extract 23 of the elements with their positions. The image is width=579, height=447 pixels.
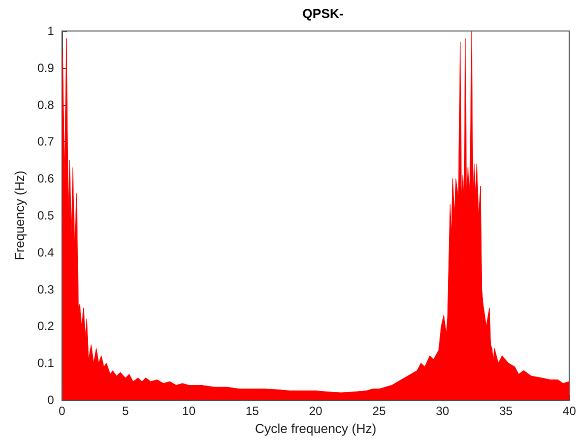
y-tick-label: 0 [47, 393, 54, 407]
y-tick-label: 1 [47, 24, 54, 38]
y-tick-label: 0.2 [37, 319, 54, 334]
x-tick-label: 5 [122, 404, 130, 418]
x-tick-label: 20 [308, 404, 323, 418]
x-tick-label: 10 [182, 404, 196, 418]
x-tick-label: 35 [499, 404, 513, 418]
x-tick-label: 30 [436, 404, 450, 418]
y-tick-label: 0.7 [37, 134, 54, 149]
chart-title: QPSK- [302, 6, 344, 21]
y-tick-label: 0.6 [37, 172, 54, 186]
y-tick-label: 0.5 [37, 208, 54, 222]
y-tick-label: 0.1 [37, 356, 54, 370]
x-axis-title: Cycle frequency (Hz) [254, 421, 376, 436]
y-tick-label: 0.9 [37, 60, 54, 75]
x-tick-label: 40 [562, 404, 576, 418]
y-axis-title: Frequency (Hz) [12, 170, 27, 260]
x-tick-label: 15 [246, 404, 260, 418]
x-tick-label: 25 [372, 404, 386, 418]
y-tick-label: 0.8 [37, 98, 54, 112]
y-tick-label: 0.4 [37, 245, 54, 260]
y-tick-label: 0.3 [37, 282, 54, 296]
x-tick-label: 0 [58, 404, 66, 418]
